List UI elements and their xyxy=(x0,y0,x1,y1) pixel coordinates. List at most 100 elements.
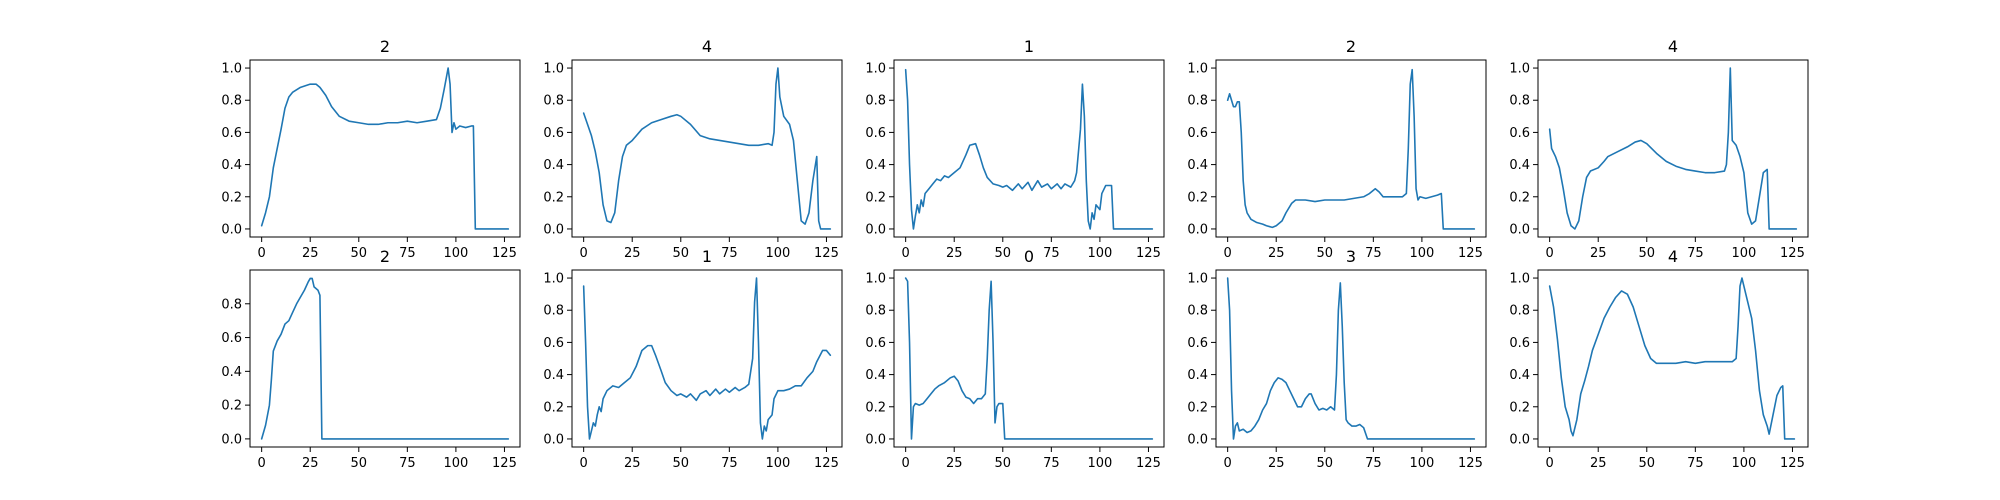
x-tick-label: 100 xyxy=(1087,246,1112,261)
x-tick-label: 100 xyxy=(1409,456,1434,471)
y-tick-label: 1.0 xyxy=(543,62,564,77)
x-tick-label: 125 xyxy=(1458,456,1483,471)
x-tick-label: 100 xyxy=(1409,246,1434,261)
series-line xyxy=(260,67,510,230)
y-tick-label: 0.4 xyxy=(865,368,886,383)
x-tick-label: 0 xyxy=(580,246,588,261)
axes-frame xyxy=(571,269,843,448)
x-tick-label: 75 xyxy=(1043,456,1060,471)
x-tick-label: 0 xyxy=(902,456,910,471)
y-tick-label: 0.2 xyxy=(543,400,564,415)
y-tick-label: 0.6 xyxy=(865,126,886,141)
x-tick-label: 75 xyxy=(1687,246,1704,261)
y-tick-label: 0.6 xyxy=(543,336,564,351)
series-line xyxy=(904,68,1154,230)
x-tick-label: 25 xyxy=(946,246,963,261)
subplot-5: 4 0 25 50 75 100 125 0.0 0.2 0.4 0.6 0.8 1.0 xyxy=(1509,37,1809,261)
subplot-title: 4 xyxy=(702,37,712,56)
y-tick-label: 1.0 xyxy=(221,62,242,77)
x-tick-label: 125 xyxy=(492,246,517,261)
y-tick-label: 0.0 xyxy=(221,222,242,237)
subplot-8: 0 0 25 50 75 100 125 0.0 0.2 0.4 0.6 0.8 1.0 xyxy=(865,247,1165,471)
x-tick-label: 100 xyxy=(1087,456,1112,471)
series-line xyxy=(1226,68,1476,230)
x-tick-label: 125 xyxy=(1780,456,1805,471)
y-tick-label: 0.0 xyxy=(865,432,886,447)
y-tick-label: 0.6 xyxy=(1187,126,1208,141)
x-tick-label: 25 xyxy=(1268,246,1285,261)
y-tick-label: 0.6 xyxy=(221,331,242,346)
y-tick-label: 0.0 xyxy=(543,222,564,237)
axes-frame xyxy=(249,269,521,448)
x-tick-label: 0 xyxy=(580,456,588,471)
y-tick-label: 0.0 xyxy=(221,432,242,447)
series-line xyxy=(1548,277,1796,440)
series-line xyxy=(1226,277,1476,440)
x-tick-label: 0 xyxy=(258,246,266,261)
subplot-9: 3 0 25 50 75 100 125 0.0 0.2 0.4 0.6 0.8 1.0 xyxy=(1187,247,1487,471)
y-tick-label: 0.4 xyxy=(1509,368,1530,383)
y-tick-label: 0.4 xyxy=(543,158,564,173)
y-tick-label: 0.6 xyxy=(1509,126,1530,141)
y-tick-label: 0.0 xyxy=(865,222,886,237)
x-tick-label: 50 xyxy=(673,246,690,261)
subplot-10: 4 0 25 50 75 100 125 0.0 0.2 0.4 0.6 0.8 1.0 xyxy=(1509,247,1809,471)
x-tick-label: 125 xyxy=(814,246,839,261)
y-tick-label: 0.2 xyxy=(543,190,564,205)
subplot-title: 4 xyxy=(1668,37,1678,56)
x-tick-label: 100 xyxy=(1731,456,1756,471)
x-tick-label: 25 xyxy=(302,246,319,261)
y-tick-label: 0.4 xyxy=(543,368,564,383)
x-tick-label: 50 xyxy=(1317,246,1334,261)
x-tick-label: 25 xyxy=(624,246,641,261)
x-tick-label: 25 xyxy=(1590,456,1607,471)
x-tick-label: 25 xyxy=(624,456,641,471)
y-tick-label: 0.0 xyxy=(1187,432,1208,447)
x-tick-label: 100 xyxy=(1731,246,1756,261)
x-tick-label: 25 xyxy=(946,456,963,471)
y-tick-label: 0.6 xyxy=(1509,336,1530,351)
series-line xyxy=(582,277,832,440)
y-tick-label: 0.2 xyxy=(221,399,242,414)
subplot-6: 2 0 25 50 75 100 125 0.0 0.2 0.4 0.6 0.8 xyxy=(221,247,521,471)
y-tick-label: 0.4 xyxy=(1509,158,1530,173)
x-tick-label: 100 xyxy=(765,456,790,471)
axes-frame xyxy=(893,59,1165,238)
x-tick-label: 75 xyxy=(1365,246,1382,261)
y-tick-label: 0.2 xyxy=(1187,400,1208,415)
x-tick-label: 0 xyxy=(1546,456,1554,471)
axes-frame xyxy=(249,59,521,238)
x-tick-label: 75 xyxy=(1365,456,1382,471)
x-tick-label: 50 xyxy=(351,246,368,261)
x-tick-label: 0 xyxy=(1224,456,1232,471)
x-tick-label: 50 xyxy=(1639,246,1656,261)
x-tick-label: 125 xyxy=(1458,246,1483,261)
x-tick-label: 125 xyxy=(1136,246,1161,261)
subplot-title: 2 xyxy=(1346,37,1356,56)
x-tick-label: 25 xyxy=(302,456,319,471)
y-tick-label: 0.2 xyxy=(1509,400,1530,415)
x-tick-label: 125 xyxy=(1780,246,1805,261)
x-tick-label: 0 xyxy=(1224,246,1232,261)
axes-frame xyxy=(1215,269,1487,448)
y-tick-label: 0.6 xyxy=(221,126,242,141)
y-tick-label: 0.2 xyxy=(865,400,886,415)
x-tick-label: 50 xyxy=(673,456,690,471)
y-tick-label: 0.6 xyxy=(865,336,886,351)
y-tick-label: 1.0 xyxy=(865,272,886,287)
axes-frame xyxy=(571,59,843,238)
x-tick-label: 125 xyxy=(492,456,517,471)
x-tick-label: 75 xyxy=(721,456,738,471)
y-tick-label: 0.6 xyxy=(543,126,564,141)
subplot-title: 2 xyxy=(380,247,390,266)
y-tick-label: 0.0 xyxy=(543,432,564,447)
subplot-title: 2 xyxy=(380,37,390,56)
subplot-4: 2 0 25 50 75 100 125 0.0 0.2 0.4 0.6 0.8 1.0 xyxy=(1187,37,1487,261)
subplot-3: 1 0 25 50 75 100 125 0.0 0.2 0.4 0.6 0.8 1.0 xyxy=(865,37,1165,261)
series-line xyxy=(582,67,832,230)
axes-frame xyxy=(1537,59,1809,238)
y-tick-label: 0.8 xyxy=(865,304,886,319)
x-tick-label: 25 xyxy=(1590,246,1607,261)
y-tick-label: 1.0 xyxy=(1509,272,1530,287)
